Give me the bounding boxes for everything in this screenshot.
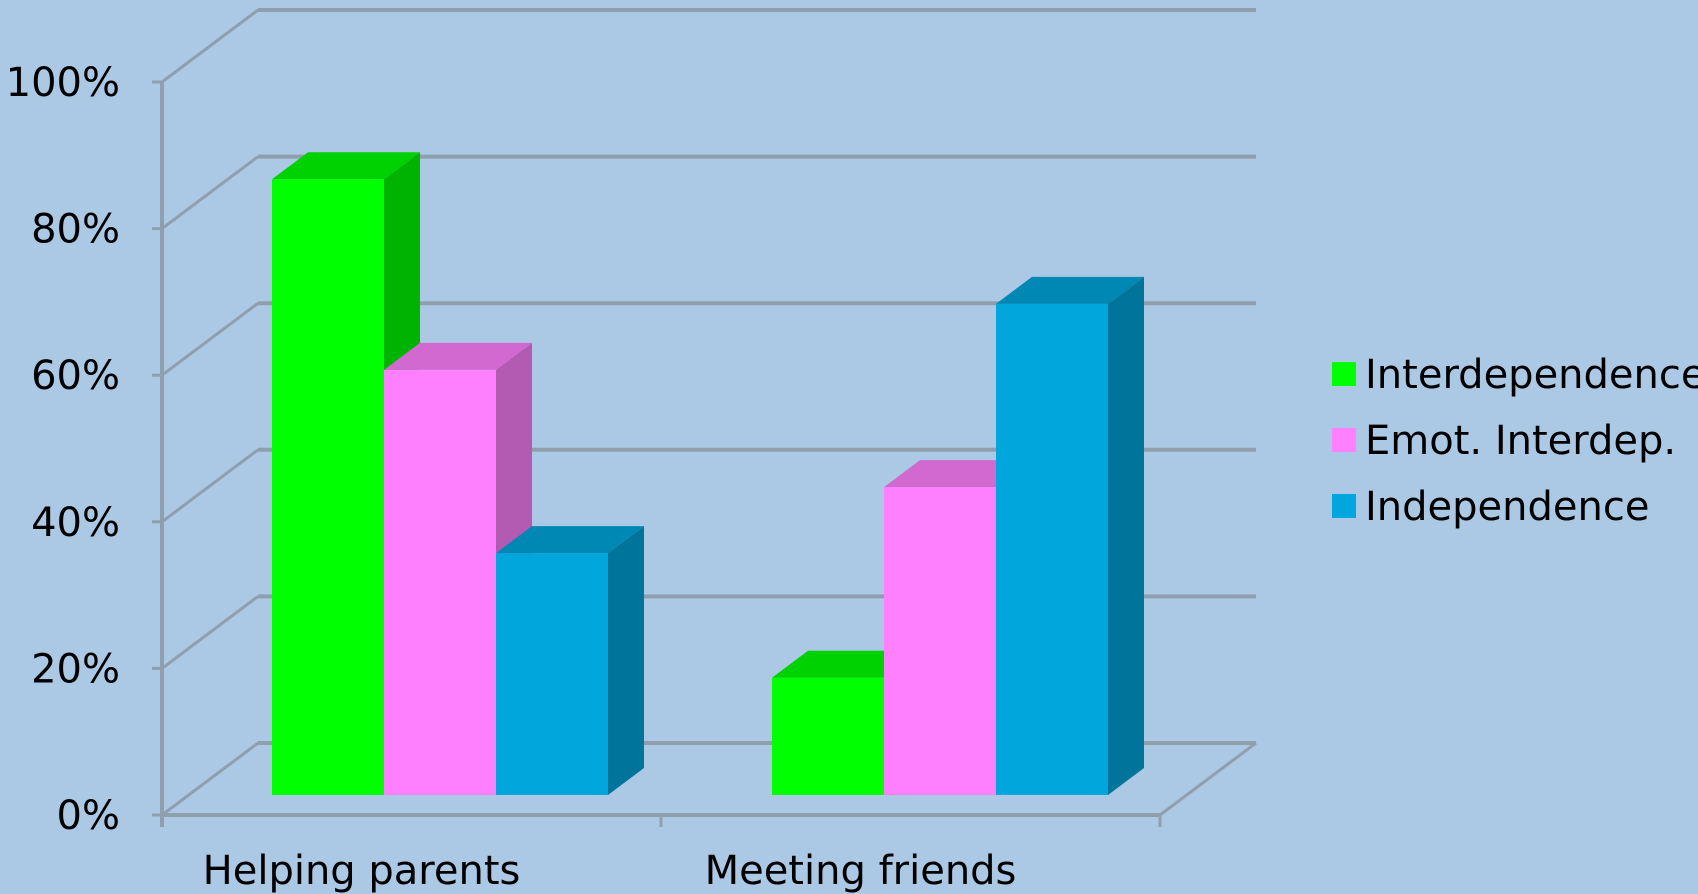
legend-swatch bbox=[1332, 428, 1356, 452]
legend-label: Interdependence bbox=[1365, 352, 1698, 398]
y-tick-label: 100% bbox=[6, 60, 120, 106]
bar-side bbox=[608, 526, 644, 795]
bar-top bbox=[772, 650, 920, 678]
bar-front bbox=[772, 677, 884, 795]
side-wall-gridline bbox=[161, 741, 259, 817]
bar-side bbox=[1108, 276, 1144, 795]
bar bbox=[496, 526, 644, 795]
bar-top bbox=[272, 152, 420, 180]
bars bbox=[272, 152, 1144, 795]
floor-edge bbox=[1159, 741, 1257, 817]
legend-swatch bbox=[1332, 494, 1356, 518]
bar bbox=[272, 152, 420, 795]
legend-label: Emot. Interdep. bbox=[1365, 418, 1676, 464]
side-wall-gridline bbox=[161, 8, 259, 84]
side-wall-gridline bbox=[161, 302, 259, 377]
x-tick-label: Helping parents bbox=[203, 848, 521, 894]
bar-front bbox=[996, 303, 1108, 795]
y-tick-label: 80% bbox=[31, 207, 120, 253]
bar-front bbox=[272, 179, 384, 795]
legend: Interdependence Emot. Interdep. Independen… bbox=[1332, 352, 1698, 530]
bar-front bbox=[884, 487, 996, 795]
bar-top bbox=[996, 276, 1144, 304]
y-tick-label: 0% bbox=[57, 793, 120, 839]
bar bbox=[996, 276, 1144, 795]
legend-label: Independence bbox=[1365, 484, 1649, 530]
side-wall-gridline bbox=[161, 595, 259, 670]
bar-top bbox=[384, 342, 532, 370]
y-tick-label: 40% bbox=[31, 500, 120, 546]
x-tick-label: Meeting friends bbox=[705, 848, 1017, 894]
side-wall-gridline bbox=[161, 155, 259, 230]
bar-top bbox=[496, 526, 644, 554]
y-tick-label: 20% bbox=[31, 646, 120, 692]
bar-front bbox=[496, 553, 608, 795]
legend-swatch bbox=[1332, 362, 1356, 386]
bar-top bbox=[884, 460, 1032, 488]
bar-front bbox=[384, 369, 496, 795]
side-wall-gridline bbox=[161, 448, 259, 523]
y-tick-label: 60% bbox=[31, 353, 120, 399]
